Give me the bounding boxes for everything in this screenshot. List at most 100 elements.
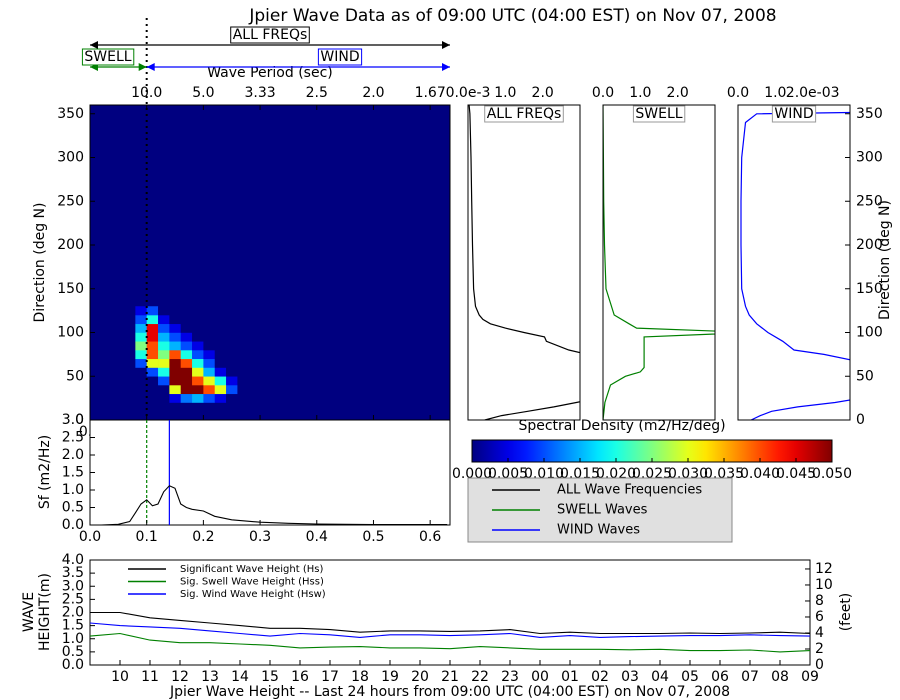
- heatmap-cell: [214, 358, 227, 368]
- heatmap-cell: [203, 376, 216, 386]
- x-tick-label: 10: [111, 669, 129, 685]
- heatmap-cell: [203, 323, 216, 333]
- legend-label: Sig. Wind Wave Height (Hsw): [180, 589, 326, 600]
- heatmap-cell: [203, 315, 216, 325]
- heatmap-cell: [180, 367, 193, 377]
- heatmap-cell: [237, 393, 250, 403]
- x-tick-label: 16: [291, 669, 309, 685]
- heatmap-cell: [203, 350, 216, 360]
- x2-tick-label: 3.33: [244, 85, 275, 101]
- heatmap-cell: [203, 341, 216, 351]
- box-label: SWELL: [635, 106, 682, 122]
- heatmap-cell: [169, 323, 182, 333]
- x-tick-label: 00: [531, 669, 549, 685]
- heatmap-cell: [180, 332, 193, 342]
- y-tick-label: 1.0: [62, 482, 84, 498]
- heatmap-cell: [180, 358, 193, 368]
- y2-tick-label: 6: [815, 609, 824, 625]
- heatmap-cell: [135, 332, 147, 342]
- axes-background: [468, 105, 580, 420]
- heatmap-cell: [192, 306, 204, 316]
- legend-label: Sig. Swell Wave Height (Hss): [180, 577, 324, 588]
- y-axis-label: HEIGHT(m): [37, 573, 53, 651]
- heatmap-cell: [146, 323, 159, 333]
- heatmap-cell: [214, 350, 227, 360]
- x-tick-label: 2.0: [532, 85, 554, 101]
- x2-tick-label: 10.0: [131, 85, 162, 101]
- heatmap-cell: [192, 385, 204, 395]
- heatmap-cell: [214, 315, 227, 325]
- colorbar-tick-label: 0.050: [812, 466, 852, 482]
- axes-frame: [737, 104, 851, 421]
- heatmap-cell: [214, 385, 227, 395]
- heatmap-cell: [158, 315, 170, 325]
- y-tick-label: 100: [57, 325, 84, 341]
- heatmap-cell: [226, 393, 238, 403]
- x-tick-label: 20: [411, 669, 429, 685]
- y-tick-label: 0.5: [62, 500, 84, 516]
- heatmap-cell: [192, 393, 204, 403]
- heatmap-cell: [226, 376, 238, 386]
- heatmap-cell: [226, 341, 238, 351]
- x-tick-label: 22: [471, 669, 489, 685]
- x-tick-label: 18: [351, 669, 369, 685]
- heatmap-cell: [180, 350, 193, 360]
- direction-spectrum-line: [603, 105, 715, 420]
- x-tick-label: 0.5: [362, 529, 384, 545]
- heatmap-cell: [192, 323, 204, 333]
- heatmap-cell: [214, 323, 227, 333]
- arrow-head: [442, 63, 450, 71]
- heatmap-cell: [192, 367, 204, 377]
- heatmap-cell: [135, 341, 147, 351]
- figure-title: Jpier Wave Data as of 09:00 UTC (04:00 E…: [248, 6, 776, 26]
- x-tick-label: 07: [741, 669, 759, 685]
- y-tick-label: 0.5: [62, 644, 84, 660]
- box-label: SWELL: [84, 49, 131, 65]
- label-box: [632, 105, 686, 123]
- heatmap-cell: [169, 341, 182, 351]
- label-box: [484, 105, 564, 123]
- series-line: [89, 632, 811, 653]
- heatmap-cell: [158, 385, 170, 395]
- axes-frame: [602, 104, 716, 421]
- y-tick-label: 300: [856, 150, 883, 166]
- y-tick-label: 3.0: [62, 578, 84, 594]
- direction-spectrum-line: [468, 105, 580, 420]
- axes-background: [738, 105, 850, 420]
- y-tick-label: 50: [66, 368, 84, 384]
- x-tick-label: 23: [501, 669, 519, 685]
- axes-background: [89, 419, 451, 526]
- x-tick-label: 1.0: [764, 85, 786, 101]
- y-tick-label: 150: [856, 281, 883, 297]
- heatmap-cell: [203, 358, 216, 368]
- y2-tick-label: 8: [815, 593, 824, 609]
- x-tick-label: 0.2: [192, 529, 214, 545]
- heatmap-cell: [203, 393, 216, 403]
- spectrum-line: [101, 485, 448, 526]
- heatmap-cell: [214, 341, 227, 351]
- label-box: [81, 48, 135, 66]
- heatmap-cell: [203, 306, 216, 316]
- x-tick-label: 05: [681, 669, 699, 685]
- heatmap-cell: [237, 306, 250, 316]
- heatmap-cell: [203, 332, 216, 342]
- heatmap-cell: [135, 358, 147, 368]
- heatmap-cell: [146, 306, 159, 316]
- y-tick-label: 1.5: [62, 465, 84, 481]
- x-tick-label: 01: [561, 669, 579, 685]
- heatmap-cell: [146, 350, 159, 360]
- x-tick-label: 12: [171, 669, 189, 685]
- y-axis-label: WAVE: [21, 592, 37, 632]
- axes-background: [89, 559, 811, 666]
- heatmap-cell: [169, 376, 182, 386]
- series-line: [89, 622, 811, 638]
- heatmap-cell: [146, 315, 159, 325]
- legend-label: ALL Wave Frequencies: [557, 483, 702, 498]
- y-tick-label: 2.0: [62, 447, 84, 463]
- heatmap-cell: [192, 376, 204, 386]
- heatmap-cell: [146, 393, 159, 403]
- heatmap-cell: [214, 332, 227, 342]
- heatmap-cell: [135, 385, 147, 395]
- x-tick-label: 17: [321, 669, 339, 685]
